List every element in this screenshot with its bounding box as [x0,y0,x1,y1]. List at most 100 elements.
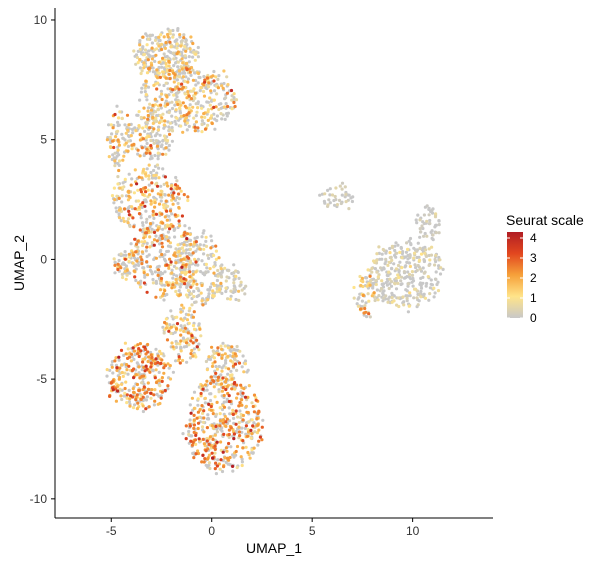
data-point [147,183,151,187]
data-point [129,183,133,187]
data-point [261,418,265,422]
data-point [363,306,367,311]
data-point [160,119,164,123]
data-point [175,95,179,99]
data-point [328,187,332,191]
data-point [126,144,130,148]
data-point [408,254,412,258]
data-point [181,130,185,134]
data-point [180,67,184,71]
data-point [214,424,218,428]
data-point [143,48,148,52]
data-point [408,294,412,298]
data-point [166,283,170,287]
data-point [156,151,160,155]
data-point [135,407,139,411]
data-point [113,151,117,155]
data-point [121,275,125,280]
data-point [202,416,206,420]
data-point [158,401,162,406]
data-point [196,71,201,76]
data-point [142,61,146,65]
data-point [121,374,125,378]
data-point [231,464,235,468]
data-point [110,360,114,364]
data-point [121,158,125,162]
data-point [149,144,153,148]
data-point [143,204,147,208]
data-point [249,436,253,440]
data-point [144,151,148,155]
data-point [149,199,153,203]
data-point [217,364,221,369]
data-point [162,126,166,130]
data-point [162,371,166,375]
data-point [189,97,194,101]
data-point [170,314,174,318]
data-point [425,281,429,286]
data-point [437,264,441,268]
data-point [412,296,416,300]
data-point [230,383,234,387]
data-point [121,136,125,140]
data-point [223,344,227,348]
data-point [400,256,404,260]
data-point [150,189,154,193]
data-point [187,60,191,64]
data-point [158,242,162,246]
data-point [132,390,136,394]
data-point [361,293,365,298]
data-point [168,29,172,33]
data-point [162,70,166,74]
data-point [144,220,148,224]
data-point [177,75,182,79]
data-point [192,430,196,434]
data-point [155,132,159,136]
data-point [197,348,201,352]
data-point [189,411,193,415]
data-point [203,401,207,405]
data-point [208,466,212,471]
data-point [131,387,135,391]
data-point [202,247,206,251]
data-point [146,37,151,41]
data-point [143,369,147,373]
data-point [159,276,164,281]
data-point [149,353,153,357]
data-point [400,266,404,270]
data-point [167,143,171,148]
data-point [237,404,241,408]
data-point [122,353,126,357]
data-point [183,316,187,320]
data-point [168,77,172,81]
data-point [232,347,236,352]
data-point [134,62,138,66]
data-point [229,445,233,449]
data-point [177,289,181,293]
data-point [177,87,181,91]
data-point [216,77,220,81]
data-point [153,38,158,43]
data-point [371,286,375,290]
data-point [231,408,235,412]
data-point [142,281,146,285]
data-point [133,344,137,348]
data-point [242,370,246,374]
data-point [192,279,196,283]
data-point [408,291,412,295]
data-point [177,355,181,359]
data-point [170,271,174,275]
data-point [149,170,153,175]
data-point [416,241,420,245]
data-point [160,65,164,69]
data-point [399,246,403,250]
data-point [158,255,162,259]
data-point [432,295,436,299]
x-tick-label: 0 [208,524,215,538]
data-point [164,203,168,207]
data-point [240,403,244,407]
data-point [187,321,191,325]
data-point [153,270,157,274]
data-point [421,275,425,279]
data-point [386,300,390,304]
